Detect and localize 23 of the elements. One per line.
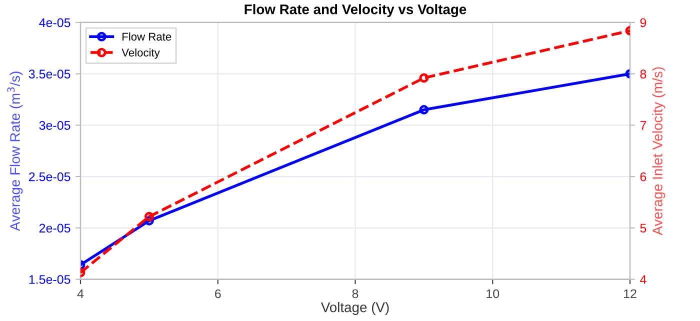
- y-tick-label: 1.5e-05: [29, 275, 70, 284]
- x-tick-label: 10: [486, 289, 500, 298]
- y2-tick-label: 9: [640, 18, 646, 28]
- legend-label: Velocity: [122, 48, 160, 59]
- y2-tick-label: 5: [640, 224, 646, 233]
- x-tick-label: 8: [352, 289, 358, 298]
- legend-label: Flow Rate: [122, 32, 172, 41]
- y-tick-label: 2e-05: [39, 224, 70, 233]
- y-tick-label: 3.5e-05: [28, 70, 70, 78]
- y2-tick-label: 7: [640, 121, 646, 130]
- x-tick-label: 4: [77, 289, 84, 298]
- x-tick-label: 12: [624, 289, 636, 298]
- y-tick-label: 3e-05: [39, 120, 70, 130]
- y-axis-title: Average Flow Rate (m$^{3}$/s): [7, 72, 23, 232]
- chart-title: Flow Rate and Velocity vs Voltage: [244, 4, 466, 18]
- x-tick-label: 6: [215, 289, 221, 298]
- x-axis-title: Voltage (V): [320, 302, 389, 315]
- y-tick-label: 4e-05: [39, 18, 70, 28]
- y2-tick-label: 6: [640, 172, 646, 182]
- y2-tick-label: 4: [640, 275, 646, 284]
- y2-axis-title: Average Inlet Velocity (m/s): [652, 67, 666, 236]
- y2-tick-label: 8: [640, 70, 646, 78]
- y-tick-label: 2.5e-05: [29, 172, 70, 182]
